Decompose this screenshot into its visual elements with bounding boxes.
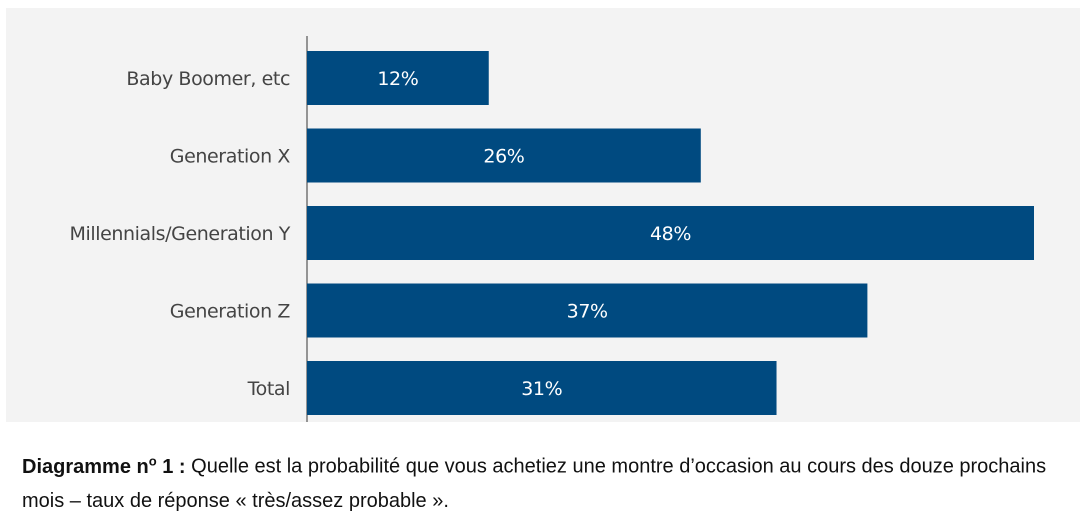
category-label-2: Millennials/Generation Y [69, 223, 290, 245]
category-label-0: Baby Boomer, etc [126, 68, 290, 90]
caption-number: 1 : [156, 455, 186, 478]
bar-1 [307, 128, 701, 183]
bar-chart: 12% Baby Boomer, etc 26% Generation X 48% Mil… [69, 36, 1034, 422]
bar-value-label-1: 26% [483, 146, 524, 168]
bar-value-label-0: 12% [377, 68, 418, 90]
category-label-4: Total [247, 378, 290, 400]
bar-value-label-3: 37% [567, 301, 608, 323]
bar-4 [307, 361, 777, 415]
caption-superscript: o [148, 453, 157, 468]
bar-value-label-4: 31% [521, 378, 562, 400]
caption-text: Quelle est la probabilité que vous achet… [22, 455, 1047, 512]
chart-panel: 12% Baby Boomer, etc 26% Generation X 48% Mil… [6, 8, 1080, 422]
bar-2 [307, 206, 1034, 260]
category-label-3: Generation Z [170, 301, 291, 323]
bar-0 [307, 51, 489, 105]
bar-value-label-2: 48% [650, 223, 691, 245]
caption-prefix: Diagramme n [22, 455, 149, 478]
caption-label: Diagramme no 1 : [22, 453, 186, 478]
category-label-1: Generation X [170, 146, 291, 168]
chart-caption: Diagramme no 1 : Quelle est la probabili… [22, 444, 1072, 518]
bar-3 [307, 283, 868, 338]
